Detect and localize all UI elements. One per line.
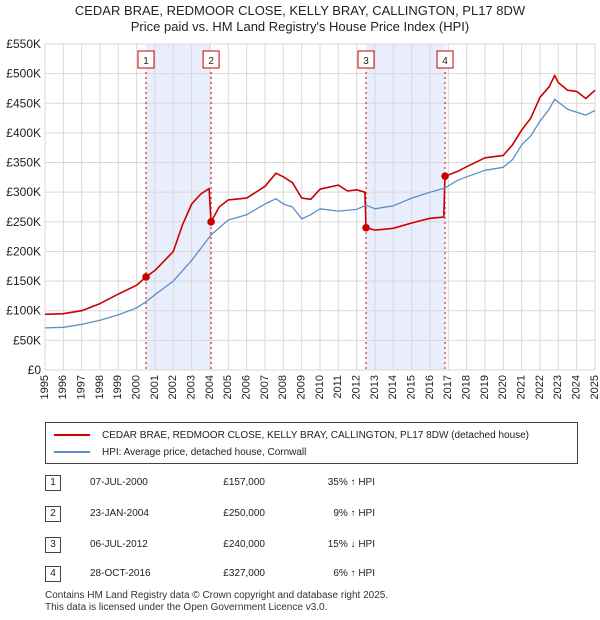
y-tick-label: £250K bbox=[6, 215, 41, 229]
x-tick-label: 2004 bbox=[204, 375, 216, 399]
transaction-row: 4 28-OCT-2016 £327,000 6% ↑ HPI bbox=[45, 566, 585, 584]
footer-copyright: Contains HM Land Registry data © Crown c… bbox=[45, 590, 389, 601]
chart-title: CEDAR BRAE, REDMOOR CLOSE, KELLY BRAY, C… bbox=[74, 3, 526, 18]
sale-label-box bbox=[436, 50, 454, 69]
x-tick-label: 2008 bbox=[277, 375, 289, 399]
x-tick-label: 1997 bbox=[76, 375, 88, 399]
sale-point bbox=[142, 273, 150, 281]
transaction-hpi: 35% ↑ HPI bbox=[327, 477, 375, 488]
y-tick-label: £350K bbox=[6, 156, 41, 170]
x-tick-label: 1995 bbox=[39, 375, 51, 399]
y-tick-label: £0 bbox=[28, 363, 42, 377]
sale-label: 3 bbox=[363, 56, 369, 67]
x-tick-label: 2007 bbox=[259, 375, 271, 399]
y-tick-label: £550K bbox=[6, 37, 41, 51]
y-tick-label: £50K bbox=[13, 333, 41, 347]
transaction-row: 3 06-JUL-2012 £240,000 15% ↓ HPI bbox=[45, 537, 585, 555]
sale-point bbox=[207, 218, 215, 226]
x-tick-label: 2018 bbox=[461, 375, 473, 399]
sale-label: 4 bbox=[442, 56, 448, 67]
sale-label: 2 bbox=[208, 56, 214, 67]
x-tick-label: 2021 bbox=[516, 375, 528, 399]
transaction-price: £327,000 bbox=[223, 568, 265, 579]
transaction-hpi: 9% ↑ HPI bbox=[333, 508, 375, 519]
transaction-hpi: 15% ↓ HPI bbox=[327, 539, 375, 550]
sale-label: 1 bbox=[143, 56, 149, 67]
x-tick-label: 2009 bbox=[296, 375, 308, 399]
y-tick-label: £450K bbox=[6, 96, 41, 110]
legend-line-hpi bbox=[54, 451, 90, 453]
x-tick-label: 2022 bbox=[534, 375, 546, 399]
transaction-price: £157,000 bbox=[223, 477, 265, 488]
y-tick-label: £150K bbox=[6, 274, 41, 288]
shaded-period bbox=[366, 44, 446, 370]
hpi-line bbox=[44, 98, 596, 329]
transaction-price: £240,000 bbox=[223, 539, 265, 550]
chart-legend: CEDAR BRAE, REDMOOR CLOSE, KELLY BRAY, C… bbox=[45, 422, 578, 464]
x-tick-label: 1999 bbox=[112, 375, 124, 399]
transaction-hpi: 6% ↑ HPI bbox=[333, 568, 375, 579]
x-tick-label: 1998 bbox=[94, 375, 106, 399]
x-tick-label: 2020 bbox=[497, 375, 509, 399]
sale-label-box bbox=[137, 50, 155, 69]
x-tick-label: 2014 bbox=[387, 375, 399, 399]
x-tick-label: 2001 bbox=[149, 375, 161, 399]
transaction-date: 28-OCT-2016 bbox=[90, 568, 151, 579]
legend-line-property bbox=[54, 434, 90, 436]
x-tick-label: 2005 bbox=[222, 375, 234, 399]
legend-label-hpi: HPI: Average price, detached house, Corn… bbox=[102, 446, 307, 458]
legend-item-hpi: HPI: Average price, detached house, Corn… bbox=[54, 445, 306, 459]
x-tick-label: 1996 bbox=[57, 375, 69, 399]
transaction-price: £250,000 bbox=[223, 508, 265, 519]
x-tick-label: 2012 bbox=[351, 375, 363, 399]
x-tick-label: 2003 bbox=[186, 375, 198, 399]
x-tick-label: 2017 bbox=[442, 375, 454, 399]
transaction-number: 1 bbox=[45, 475, 61, 491]
y-tick-label: £400K bbox=[6, 126, 41, 140]
transaction-date: 23-JAN-2004 bbox=[90, 508, 149, 519]
legend-label-property: CEDAR BRAE, REDMOOR CLOSE, KELLY BRAY, C… bbox=[102, 429, 530, 441]
x-tick-label: 2000 bbox=[131, 375, 143, 399]
sale-point bbox=[441, 172, 449, 180]
x-tick-label: 2011 bbox=[332, 375, 344, 399]
x-tick-label: 2024 bbox=[571, 375, 583, 399]
shaded-period bbox=[146, 44, 212, 370]
x-tick-label: 2019 bbox=[479, 375, 491, 399]
chart-subtitle: Price paid vs. HM Land Registry's House … bbox=[130, 19, 470, 34]
y-tick-label: £200K bbox=[6, 244, 41, 258]
transaction-row: 1 07-JUL-2000 £157,000 35% ↑ HPI bbox=[45, 475, 585, 493]
y-tick-label: £500K bbox=[6, 67, 41, 81]
property-price-line bbox=[44, 74, 596, 316]
price-chart: 1 2 3 4 £0 £50K £100K £150K £200K £250K £300K £350… bbox=[6, 37, 600, 399]
x-tick-label: 2023 bbox=[552, 375, 564, 399]
x-tick-label: 2025 bbox=[589, 375, 600, 399]
footer-licence: This data is licensed under the Open Gov… bbox=[45, 602, 328, 613]
transaction-row: 2 23-JAN-2004 £250,000 9% ↑ HPI bbox=[45, 506, 585, 524]
sale-label-box bbox=[357, 50, 375, 69]
x-tick-label: 2006 bbox=[241, 375, 253, 399]
legend-item-property: CEDAR BRAE, REDMOOR CLOSE, KELLY BRAY, C… bbox=[54, 428, 529, 442]
y-tick-label: £100K bbox=[6, 304, 41, 318]
x-tick-label: 2013 bbox=[369, 375, 381, 399]
footer-notice: Contains HM Land Registry data © Crown c… bbox=[45, 590, 388, 614]
transaction-date: 06-JUL-2012 bbox=[90, 539, 148, 550]
transaction-number: 3 bbox=[45, 537, 61, 553]
transaction-number: 4 bbox=[45, 566, 61, 582]
sale-point bbox=[362, 223, 370, 232]
x-tick-label: 2010 bbox=[314, 375, 326, 399]
y-tick-label: £300K bbox=[6, 185, 41, 199]
transaction-number: 2 bbox=[45, 506, 61, 522]
sale-label-box bbox=[202, 50, 220, 69]
x-tick-label: 2002 bbox=[167, 375, 179, 399]
x-tick-label: 2016 bbox=[424, 375, 436, 399]
transaction-date: 07-JUL-2000 bbox=[90, 477, 148, 488]
x-tick-label: 2015 bbox=[406, 375, 418, 399]
